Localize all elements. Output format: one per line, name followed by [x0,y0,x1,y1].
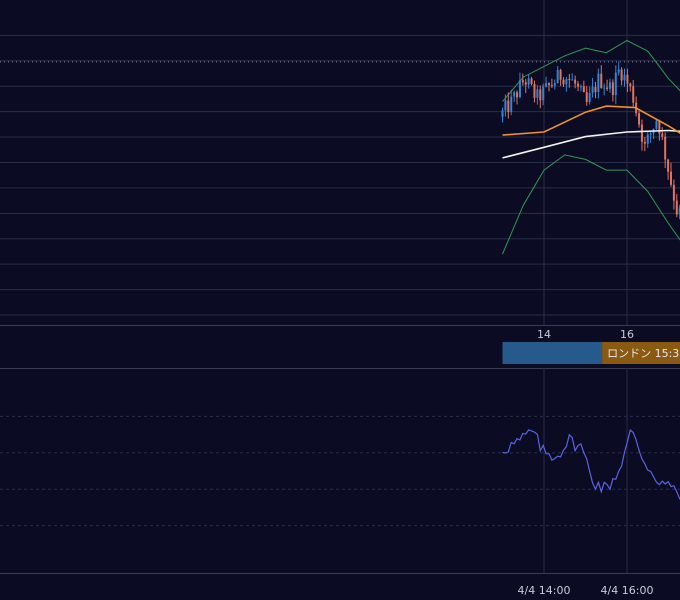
oscillator-line [502,428,680,500]
price-chart [0,0,680,325]
price-axis-tick-label: 16 [620,328,634,341]
candle [501,107,504,123]
candle [565,76,568,92]
candle [629,82,632,92]
candle [597,68,600,99]
candle [577,80,580,92]
candle [536,85,539,105]
candle [638,110,641,128]
candle [530,76,533,86]
candle [600,65,603,89]
candle [507,92,510,119]
moving-average-short-line [502,105,680,136]
oscillator-chart: 4/4 14:004/4 16:004/4 18:004/4 20:004/4 … [0,368,680,600]
bollinger-upper-line [502,39,680,102]
candle [623,68,626,87]
candle [664,132,667,169]
candle [643,137,646,152]
candle [518,72,521,99]
candle [608,78,611,93]
candle [606,79,609,92]
candle [632,80,635,107]
candle [582,80,585,93]
candle [646,131,649,148]
session-bar: ロンドン 15:30-21:00 JSTNY 21:00-06:00 JST [0,342,680,364]
candle [524,78,527,94]
candle [568,73,571,88]
time-axis-label: 4/4 16:00 [601,584,654,597]
candle [591,77,594,98]
candle [533,80,536,103]
candle [574,75,577,89]
bollinger-lower-line [502,154,680,255]
candle [542,83,545,106]
candle [655,119,658,130]
candle [550,78,553,88]
candle [579,84,582,92]
session-block-tokyo [502,342,603,364]
candle [661,127,664,140]
candle [562,77,565,87]
candle [649,132,652,143]
session-label-london: ロンドン 15:30-21:00 JST [607,347,680,360]
candle [672,179,675,210]
candle [620,67,623,86]
candle [588,86,591,105]
moving-average-long-line [502,129,680,159]
candle [585,86,588,106]
candle [669,162,672,187]
candle [547,82,550,92]
candle [521,73,524,86]
candle [594,81,597,99]
candle [516,90,519,105]
candle [675,193,678,218]
candle [611,79,614,102]
oscillator-background [0,368,680,600]
candle [626,68,629,93]
candle [504,94,507,117]
candles [501,61,680,220]
candle [640,119,643,151]
candle [545,76,548,88]
price-axis-tick-label: 14 [537,328,551,341]
candle [559,68,562,86]
candle [510,89,513,116]
session-block-london [602,342,680,364]
time-axis-label: 4/4 14:00 [518,584,571,597]
candle [603,83,606,96]
candle [553,79,556,90]
candle [556,66,559,84]
candle [539,85,542,109]
candle [667,158,670,180]
candle [571,73,574,81]
candle [617,61,620,76]
candle [527,74,530,89]
candle [614,65,617,105]
candle [513,90,516,102]
price-axis: 1416182022024 [0,325,680,342]
